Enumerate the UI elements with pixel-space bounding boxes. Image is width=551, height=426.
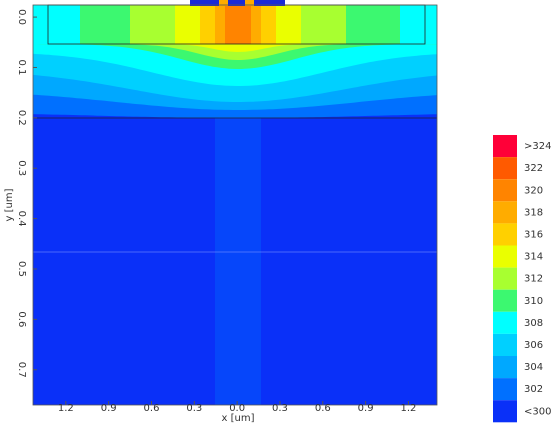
y-tick-label: 0.3 [16, 160, 27, 176]
colorbar-swatch [493, 223, 517, 246]
colorbar-swatch [493, 245, 517, 268]
field-band [33, 44, 437, 60]
colorbar-label: 302 [524, 384, 543, 395]
x-tick-label: 0.3 [186, 403, 202, 414]
x-tick-label: 0.9 [101, 403, 117, 414]
y-tick-label: 0.6 [16, 311, 27, 327]
colorbar-label: 306 [524, 340, 543, 351]
x-tick-label: 0.6 [315, 403, 331, 414]
field-streak [215, 118, 261, 405]
contact-pad [245, 0, 254, 6]
field-layer [225, 5, 251, 44]
colorbar-swatch [493, 400, 517, 423]
colorbar-swatch [493, 157, 517, 180]
colorbar-label: 322 [524, 163, 543, 174]
colorbar-swatch [493, 289, 517, 312]
colorbar-swatch [493, 267, 517, 290]
plot-frame [32, 4, 438, 406]
colorbar-swatch [493, 179, 517, 202]
x-tick-label: 0.9 [358, 403, 374, 414]
colorbar-label: 320 [524, 185, 543, 196]
field-band [33, 44, 437, 52]
y-axis-label: y [um] [4, 188, 15, 221]
colorbar-swatch [493, 201, 517, 224]
colorbar-swatch [493, 378, 517, 401]
x-axis-label: x [um] [222, 413, 255, 424]
colorbar-label: 304 [524, 362, 543, 373]
colorbar-swatch [493, 356, 517, 379]
y-tick-label: 0.0 [16, 9, 27, 25]
x-tick-label: 0.6 [144, 403, 160, 414]
colorbar-label: 310 [524, 296, 543, 307]
colorbar-swatch [493, 311, 517, 334]
y-tick-label: 0.2 [16, 110, 27, 126]
colorbar-swatch [493, 135, 517, 158]
colorbar-label: 308 [524, 318, 543, 329]
x-tick-label: 0.0 [229, 403, 245, 414]
contact [190, 0, 285, 6]
x-tick-label: 1.2 [400, 403, 416, 414]
colorbar-label: >324 [524, 141, 551, 152]
y-tick-label: 0.5 [16, 261, 27, 277]
colorbar-label: 316 [524, 229, 543, 240]
colorbar-label: 318 [524, 207, 543, 218]
x-tick-label: 1.2 [58, 403, 74, 414]
colorbar-label: 314 [524, 252, 543, 263]
x-tick-label: 0.3 [272, 403, 288, 414]
y-tick-label: 0.1 [16, 60, 27, 76]
colorbar-label: 312 [524, 274, 543, 285]
y-tick-label: 0.4 [16, 211, 27, 227]
y-tick-label: 0.7 [16, 362, 27, 378]
colorbar-swatch [493, 333, 517, 356]
colorbar-label: <300 [524, 406, 551, 417]
contact-pad [219, 0, 228, 6]
